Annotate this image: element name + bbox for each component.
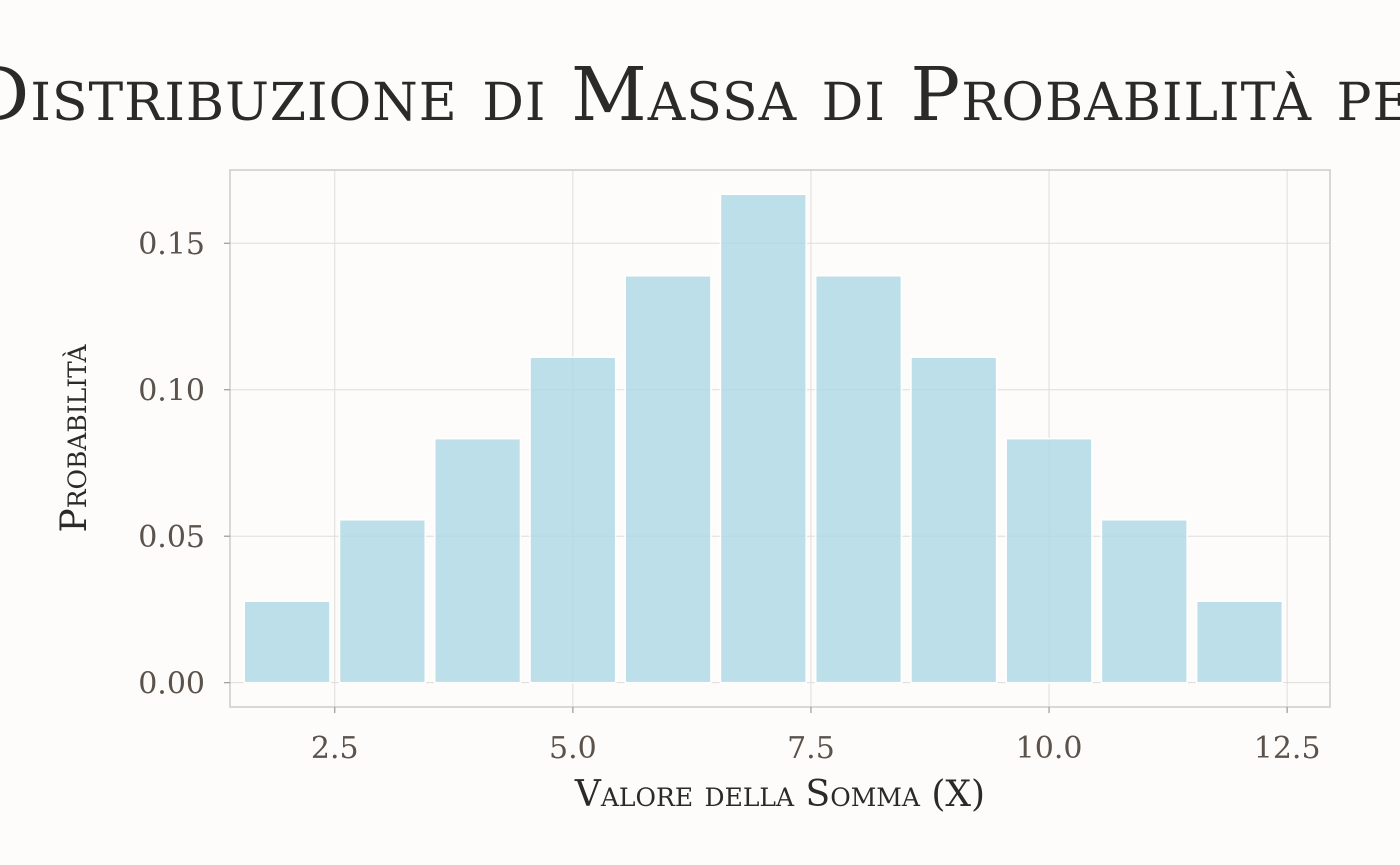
chart-title: Distribuzione di Massa di Probabilità pe…: [0, 52, 1400, 138]
y-tick-labels: 0.00 0.05 0.10 0.15: [138, 227, 230, 702]
bar-10: [1005, 437, 1093, 684]
bar-3: [338, 519, 426, 684]
bar-8: [814, 275, 903, 684]
y-tick-label: 0.15: [138, 227, 205, 262]
bar-12: [1195, 600, 1284, 684]
x-tick-label: 7.5: [787, 731, 835, 766]
x-tick-label: 2.5: [311, 731, 359, 766]
y-tick-label: 0.10: [138, 374, 205, 409]
x-tick-labels: 2.5 5.0 7.5 10.0 12.5: [311, 707, 1321, 766]
bars: [243, 193, 1284, 684]
plot-frame: [229, 169, 1331, 708]
x-tick-label: 10.0: [1016, 731, 1083, 766]
bar-6: [624, 275, 712, 684]
y-axis-label: Probabilità: [54, 344, 95, 533]
bar-9: [910, 356, 998, 684]
bar-2: [243, 600, 331, 684]
bar-7: [719, 193, 807, 684]
bar-5: [529, 356, 617, 684]
x-tick-label: 12.5: [1254, 731, 1321, 766]
bar-4: [434, 437, 522, 684]
bar-11: [1100, 519, 1188, 684]
y-tick-label: 0.05: [138, 520, 205, 555]
x-axis-label: Valore della Somma (X): [574, 774, 985, 815]
x-tick-label: 5.0: [549, 731, 597, 766]
y-tick-label: 0.00: [138, 667, 205, 702]
